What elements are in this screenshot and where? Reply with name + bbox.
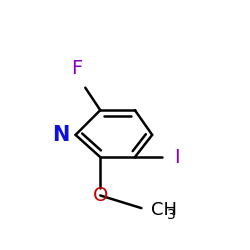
- Text: I: I: [174, 148, 180, 167]
- Text: F: F: [71, 59, 83, 78]
- Text: CH: CH: [151, 201, 177, 219]
- Text: N: N: [52, 125, 69, 145]
- Text: O: O: [92, 186, 108, 205]
- Text: 3: 3: [167, 208, 176, 222]
